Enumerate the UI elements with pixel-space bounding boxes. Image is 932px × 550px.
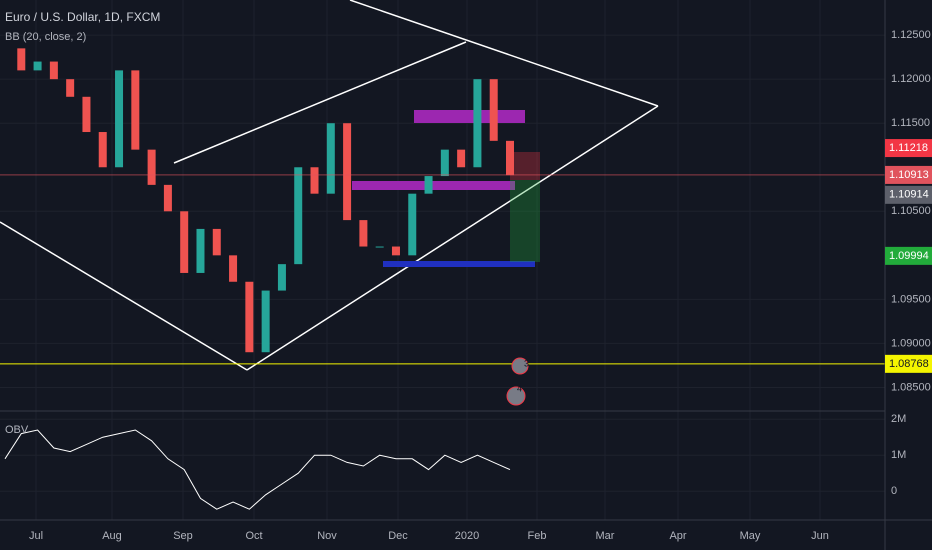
candle <box>457 149 466 168</box>
marker-icon[interactable] <box>511 357 529 375</box>
zone <box>383 261 535 267</box>
candle <box>33 61 42 71</box>
y-tick-label: 1.12000 <box>891 73 931 85</box>
price-label-bg <box>885 165 932 184</box>
x-tick-label: Jul <box>29 530 43 542</box>
candle <box>245 281 254 353</box>
candle <box>489 79 498 141</box>
x-tick-label: Feb <box>528 530 547 542</box>
price-axis: 1.12500 1.12000 1.11500 1.10500 1.09500 1.090… <box>885 29 932 497</box>
marker-icon[interactable] <box>506 386 526 406</box>
candle <box>343 123 352 221</box>
candle <box>229 255 238 282</box>
candle <box>82 96 91 133</box>
price-label: 1.09994 <box>889 250 929 262</box>
y-tick-label: 1.08500 <box>891 381 931 393</box>
trend-line <box>349 0 659 107</box>
marker-label[interactable]: 3 <box>524 358 529 368</box>
y-tick-label: 0 <box>891 485 897 497</box>
event-marker[interactable]: 3 <box>511 357 529 375</box>
x-tick-label: Nov <box>317 530 337 542</box>
candle <box>440 149 449 177</box>
x-tick-label: Aug <box>102 530 122 542</box>
y-tick-label: 1.10500 <box>891 205 931 217</box>
candle <box>473 79 482 168</box>
y-tick-label: 1M <box>891 449 906 461</box>
candle <box>66 79 75 97</box>
obv-line <box>4 429 511 510</box>
price-label-bg <box>885 139 932 158</box>
candle <box>115 70 124 168</box>
x-tick-label: Jun <box>811 530 829 542</box>
candle <box>277 264 286 291</box>
x-tick-label: Apr <box>669 530 686 542</box>
candle <box>294 167 303 265</box>
candle <box>261 290 270 353</box>
candle <box>326 123 335 194</box>
zone <box>352 181 515 190</box>
x-tick-label: Sep <box>173 530 193 542</box>
symbol-title: Euro / U.S. Dollar, 1D, FXCM <box>5 10 160 24</box>
y-tick-label: 2M <box>891 413 906 425</box>
candle <box>408 193 417 256</box>
x-tick-label: Mar <box>596 530 615 542</box>
obv-label: OBV <box>5 424 29 436</box>
candle <box>131 70 140 150</box>
y-tick-label: 1.12500 <box>891 29 931 41</box>
candle <box>212 228 221 256</box>
candle <box>147 149 156 185</box>
candle <box>49 61 58 80</box>
x-tick-label: Dec <box>388 530 408 542</box>
trend-line <box>173 41 467 164</box>
price-label: 1.11218 <box>889 142 928 154</box>
candle <box>196 228 205 273</box>
y-tick-label: 1.11500 <box>891 117 930 129</box>
target-zone <box>510 180 540 262</box>
price-label-bg <box>885 354 932 373</box>
price-label: 1.08768 <box>889 358 929 370</box>
zone <box>414 110 525 123</box>
candle <box>310 167 319 194</box>
price-label-bg <box>885 246 932 265</box>
candle <box>180 211 189 273</box>
obv-pane <box>4 429 511 510</box>
candle <box>424 176 433 194</box>
candle <box>98 132 107 168</box>
x-tick-label: 2020 <box>455 530 479 542</box>
candle <box>359 220 368 247</box>
trend-line <box>0 221 248 371</box>
marker-label[interactable]: 4 <box>517 383 522 393</box>
candles <box>0 48 885 365</box>
y-tick-label: 1.09500 <box>891 293 931 305</box>
candle <box>17 48 26 71</box>
price-label: 1.10913 <box>889 169 929 181</box>
time-axis: Jul Aug Sep Oct Nov Dec 2020 Feb Mar Apr May Jun <box>29 530 829 542</box>
drawings <box>0 0 659 371</box>
y-tick-label: 1.09000 <box>891 337 931 349</box>
indicator-label: BB (20, close, 2) <box>5 31 86 43</box>
candle <box>391 246 400 256</box>
price-label-bg <box>885 185 932 204</box>
event-marker[interactable]: 4 <box>506 383 526 406</box>
price-label: 1.10914 <box>889 189 929 201</box>
x-tick-label: Oct <box>245 530 262 542</box>
candle <box>506 140 514 176</box>
trend-line <box>246 105 659 371</box>
candle <box>375 246 384 248</box>
candle <box>163 184 172 212</box>
stop-zone <box>510 152 540 180</box>
x-tick-label: May <box>740 530 761 542</box>
